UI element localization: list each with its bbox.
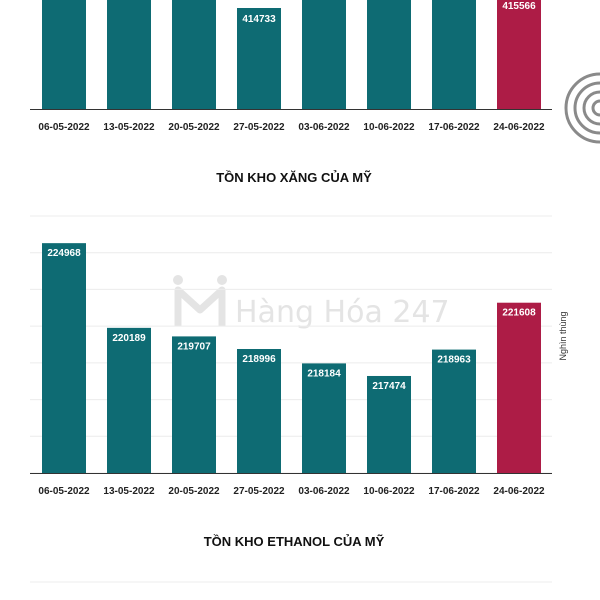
- data-label: 220189: [112, 333, 146, 344]
- x-tick-label: 27-05-2022: [233, 486, 285, 497]
- bar-gap: [237, 0, 281, 8]
- data-label: 218996: [242, 354, 276, 365]
- x-tick-label: 03-06-2022: [298, 122, 350, 133]
- data-label: 414733: [242, 14, 276, 25]
- x-tick-label: 24-06-2022: [493, 486, 545, 497]
- data-label: 217474: [372, 381, 406, 392]
- x-tick-label: 13-05-2022: [103, 122, 155, 133]
- bar: [302, 0, 346, 109]
- bar: [367, 0, 411, 109]
- y-axis-unit-label: Nghìn thùng: [558, 311, 568, 360]
- bar: [42, 243, 86, 473]
- data-label: 221608: [502, 308, 536, 319]
- x-tick-label: 24-06-2022: [493, 122, 545, 133]
- bar: [432, 0, 476, 109]
- chart-top: 06-05-2022 13-05-2022 20-05-2022 414733 27-0…: [30, 0, 552, 133]
- bar: [107, 327, 151, 473]
- x-tick-label: 13-05-2022: [103, 486, 155, 497]
- x-tick-label: 10-06-2022: [363, 486, 415, 497]
- bar: [497, 302, 541, 473]
- target-rings-icon: [564, 72, 600, 144]
- x-tick-label: 17-06-2022: [428, 486, 480, 497]
- data-label: 224968: [47, 248, 81, 259]
- watermark: Hàng Hóa 247: [173, 275, 450, 330]
- x-tick-label: 20-05-2022: [168, 122, 220, 133]
- x-tick-label: 06-05-2022: [38, 122, 90, 133]
- watermark-text: Hàng Hóa 247: [235, 295, 450, 330]
- bar: [237, 0, 281, 109]
- data-label: 218963: [437, 355, 471, 366]
- chart-gasoline: 224968 06-05-2022 220189 13-05-2022 219707 20…: [30, 215, 552, 497]
- bar: [432, 349, 476, 473]
- bar: [302, 363, 346, 473]
- bar: [107, 0, 151, 109]
- bar: [497, 0, 541, 109]
- bar: [42, 0, 86, 109]
- bar: [172, 336, 216, 473]
- x-tick-label: 06-05-2022: [38, 486, 90, 497]
- data-label: 219707: [177, 341, 211, 352]
- x-tick-label: 20-05-2022: [168, 486, 220, 497]
- chart-title-ethanol: TỒN KHO ETHANOL CỦA MỸ: [204, 534, 385, 549]
- bar: [172, 0, 216, 109]
- data-label: 415566: [502, 1, 536, 12]
- x-tick-label: 17-06-2022: [428, 122, 480, 133]
- bar: [367, 375, 411, 473]
- bar: [237, 349, 281, 473]
- chart-title-gasoline: TỒN KHO XĂNG CỦA MỸ: [216, 170, 372, 185]
- x-tick-label: 03-06-2022: [298, 486, 350, 497]
- x-tick-label: 10-06-2022: [363, 122, 415, 133]
- x-tick-label: 27-05-2022: [233, 122, 285, 133]
- watermark-logo: [173, 275, 227, 326]
- data-label: 218184: [307, 368, 341, 379]
